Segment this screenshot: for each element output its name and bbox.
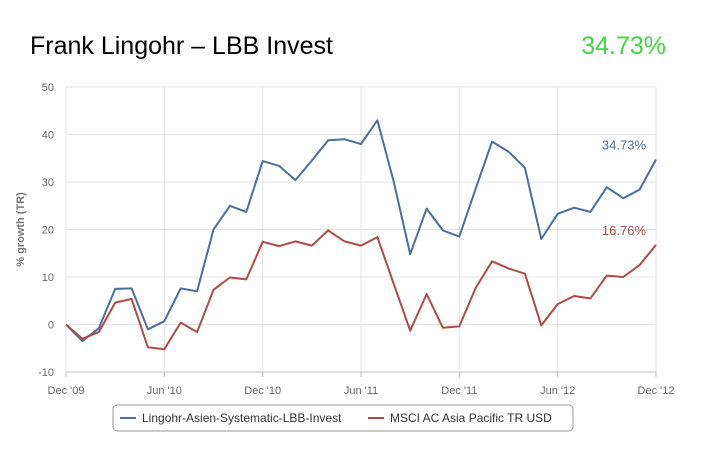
x-tick-label: Dec '09	[48, 385, 85, 397]
end-labels: 34.73% 16.76%	[602, 138, 647, 238]
y-tick-label: 50	[42, 82, 54, 94]
legend-box	[112, 404, 574, 432]
y-tick-label: 40	[42, 130, 54, 142]
x-tick-label: Jun '12	[540, 385, 575, 397]
legend-label-1: Lingohr-Asien-Systematic-LBB-Invest	[142, 411, 342, 425]
series-lines	[65, 119, 657, 351]
legend-label-2: MSCI AC Asia Pacific TR USD	[390, 411, 552, 425]
x-tick-label: Dec '12	[638, 385, 675, 397]
series-end-label-2: 16.76%	[602, 223, 647, 238]
y-tick-label: 20	[42, 225, 54, 237]
grid-lines	[65, 86, 657, 373]
y-tick-label: 0	[48, 320, 54, 332]
y-axis-label: % growth (TR)	[15, 192, 27, 267]
legend[interactable]: Lingohr-Asien-Systematic-LBB-Invest MSCI …	[112, 404, 574, 432]
headline-value: 34.73%	[581, 32, 666, 60]
series-end-label-1: 34.73%	[602, 138, 647, 153]
x-tick-label: Dec '11	[441, 385, 477, 397]
x-tick-label: Dec '10	[244, 385, 281, 397]
y-tick-label: -10	[38, 367, 54, 379]
legend-item-2[interactable]: MSCI AC Asia Pacific TR USD	[368, 411, 552, 425]
series-line-1	[65, 119, 657, 343]
x-tick-label: Jun '11	[344, 385, 378, 397]
y-tick-label: 10	[42, 272, 54, 284]
series-line-2	[65, 229, 657, 351]
x-tick-label: Jun '10	[147, 385, 182, 397]
y-tick-label: 30	[42, 177, 54, 189]
axes: -10 0 10 20 30 40 50 Dec '09 Jun '10 Dec '10 Jun '…	[15, 82, 674, 397]
chart-title: Frank Lingohr – LBB Invest	[30, 32, 333, 60]
legend-item-1[interactable]: Lingohr-Asien-Systematic-LBB-Invest	[120, 411, 342, 425]
